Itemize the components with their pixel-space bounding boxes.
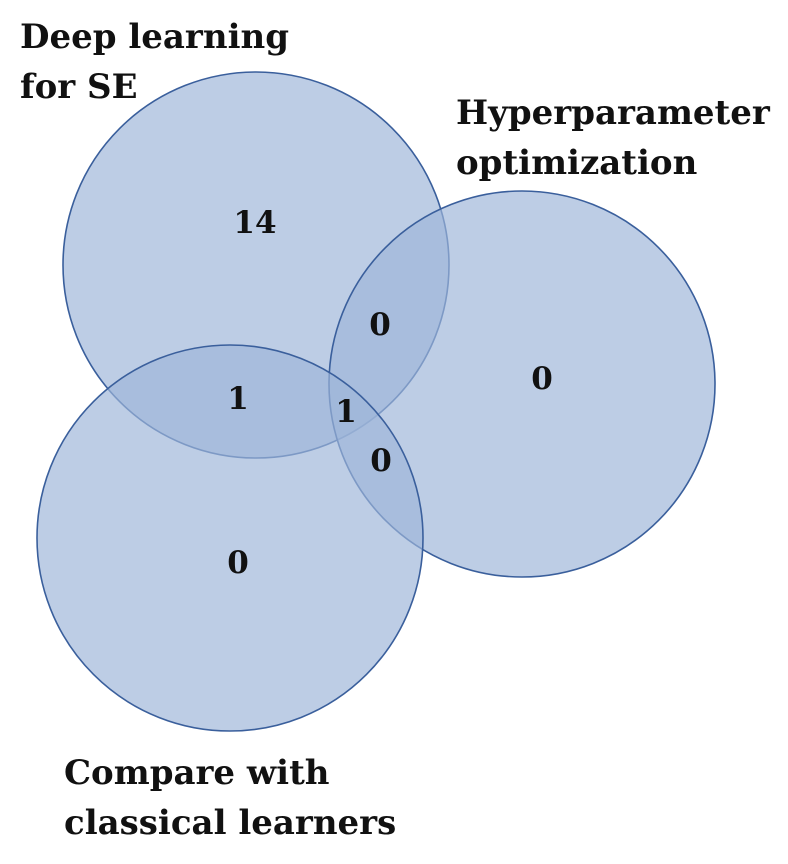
count-hyperparameter-and-classical: 0 [370, 443, 392, 479]
set-label-compare-with-classical-learners: Compare with classical learners [64, 748, 396, 848]
set-label-line: for SE [20, 67, 138, 107]
count-deep-learning-only: 14 [233, 205, 276, 241]
set-label-line: classical learners [64, 803, 397, 843]
count-classical-only: 0 [227, 545, 249, 581]
count-deep-learning-and-classical: 1 [227, 381, 249, 417]
set-label-line: Hyperparameter [456, 93, 770, 133]
count-all-three: 1 [335, 394, 357, 430]
count-hyperparameter-only: 0 [531, 361, 553, 397]
set-label-line: optimization [456, 143, 698, 183]
set-label-line: Deep learning [20, 17, 289, 57]
circle-compare-with-classical-learners [36, 344, 424, 732]
count-deep-learning-and-hyperparameter: 0 [369, 307, 391, 343]
set-label-deep-learning-for-se: Deep learning for SE [20, 12, 289, 112]
set-label-hyperparameter-optimization: Hyperparameter optimization [456, 88, 770, 188]
set-label-line: Compare with [64, 753, 330, 793]
